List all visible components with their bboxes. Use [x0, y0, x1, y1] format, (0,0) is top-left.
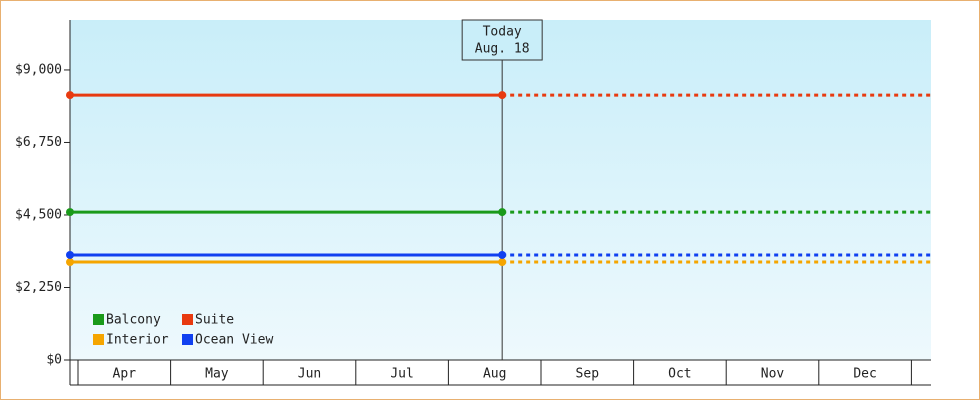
point: [66, 208, 74, 217]
x-tick-label: Dec: [853, 367, 876, 382]
legend-label: Balcony: [106, 313, 161, 328]
point: [498, 258, 507, 267]
point: [498, 250, 507, 259]
legend-swatch: [182, 334, 193, 345]
x-tick-label: Jul: [390, 367, 413, 382]
x-tick-label: Aug: [483, 367, 506, 382]
y-tick-label: $0: [46, 353, 62, 368]
today-box: [461, 19, 543, 61]
y-tick-label: $4,500: [15, 207, 62, 222]
x-tick-label: Nov: [761, 367, 785, 382]
y-tick-label: $2,250: [15, 280, 62, 295]
today-date: Aug. 18: [475, 42, 530, 57]
y-tick-label: $6,750: [15, 135, 62, 150]
x-tick-label: Apr: [113, 367, 137, 382]
plot-area: [70, 20, 931, 360]
point: [66, 258, 74, 267]
legend-label: Suite: [195, 313, 234, 328]
legend-swatch: [182, 314, 193, 325]
legend-label: Ocean View: [195, 333, 273, 348]
point: [66, 250, 74, 259]
y-tick-label: $9,000: [15, 62, 62, 77]
x-tick-label: Jun: [298, 367, 321, 382]
legend-swatch: [93, 334, 104, 345]
x-tick-label: May: [205, 367, 229, 382]
legend-swatch: [93, 314, 104, 325]
point: [66, 91, 74, 100]
today-label: Today: [483, 25, 522, 40]
point: [498, 91, 507, 100]
point: [498, 208, 507, 217]
legend-label: Interior: [106, 333, 169, 348]
x-tick-label: Sep: [576, 367, 600, 382]
x-tick-label: Oct: [668, 367, 691, 382]
